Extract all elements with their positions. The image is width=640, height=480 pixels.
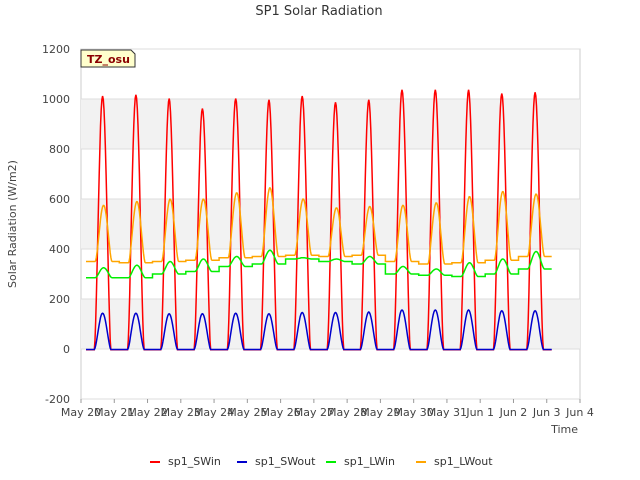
- x-tick-label: May 26: [260, 406, 300, 419]
- x-tick-label: May 25: [227, 406, 267, 419]
- x-tick-label: May 27: [294, 406, 334, 419]
- x-tick-label: May 23: [161, 406, 201, 419]
- x-tick-label: May 21: [94, 406, 134, 419]
- y-tick-labels: -200 0 200 400 600 800 1000 1200: [42, 43, 70, 406]
- y-tick-label: 200: [49, 293, 70, 306]
- legend-label: sp1_SWin: [168, 455, 221, 468]
- tz-annotation-label: TZ_osu: [87, 53, 130, 66]
- y-tick-label: 400: [49, 243, 70, 256]
- chart-title: SP1 Solar Radiation: [255, 4, 382, 19]
- y-tick-label: 800: [49, 143, 70, 156]
- y-axis-label: Solar Radiation (W/m2): [6, 160, 19, 288]
- tz-annotation: TZ_osu: [80, 49, 136, 68]
- x-tick-label: Jun 3: [532, 406, 561, 419]
- x-axis-label: Time: [550, 423, 578, 436]
- band: [81, 99, 580, 149]
- y-tick-label: 0: [63, 343, 70, 356]
- x-tick-label: Jun 2: [499, 406, 528, 419]
- legend-label: sp1_LWin: [344, 455, 395, 468]
- band: [81, 299, 580, 349]
- y-tick-label: 1000: [42, 93, 70, 106]
- series-line-sp1_LWout: [86, 187, 552, 265]
- legend-label: sp1_LWout: [434, 455, 493, 468]
- x-tick-label: May 22: [127, 406, 167, 419]
- x-tick-label: May 24: [194, 406, 234, 419]
- x-tick-label: Jun 4: [565, 406, 594, 419]
- y-tick-label: 1200: [42, 43, 70, 56]
- x-tick-label: May 20: [61, 406, 101, 419]
- series-lines: [86, 89, 552, 351]
- x-tick-label: May 29: [360, 406, 400, 419]
- legend-label: sp1_SWout: [255, 455, 316, 468]
- x-tick-label: May 28: [327, 406, 367, 419]
- legend: sp1_SWin sp1_SWout sp1_LWin sp1_LWout: [150, 455, 493, 468]
- x-tick-label: May 30: [394, 406, 434, 419]
- y-tick-label: -200: [45, 393, 70, 406]
- x-tick-label: Jun 1: [465, 406, 494, 419]
- series-line-sp1_LWin: [86, 249, 552, 279]
- y-tick-label: 600: [49, 193, 70, 206]
- series-line-sp1_SWout: [86, 309, 552, 351]
- x-tick-label: May 31: [427, 406, 467, 419]
